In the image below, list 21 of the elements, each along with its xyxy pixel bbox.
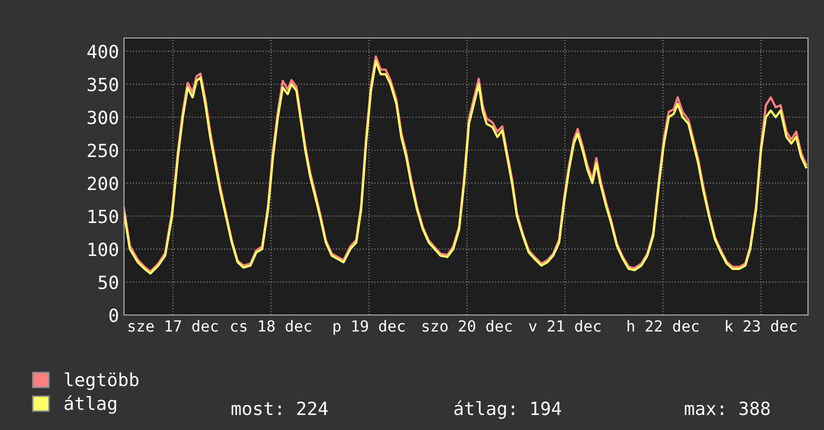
y-tick-label: 150 [88, 210, 118, 224]
y-tick-label: 0 [109, 308, 118, 322]
text: max: 388 [684, 402, 770, 416]
y-tick-label: 200 [88, 176, 118, 190]
y-tick-label: 300 [88, 110, 118, 124]
x-tick-label: sze 17 dec [128, 320, 218, 332]
legend-label: átlag [64, 395, 116, 414]
x-tick-label: k 23 dec [726, 320, 796, 332]
x-tick-label: h 22 dec [628, 320, 698, 332]
legend-label: legtöbb [64, 372, 138, 390]
text: átlag: 194 [454, 400, 562, 419]
text: most: 224 [232, 402, 328, 416]
y-tick-label: 50 [98, 276, 118, 290]
x-tick-label: v 21 dec [528, 320, 600, 332]
y-tick-label: 100 [88, 242, 118, 256]
x-tick-label: cs 18 dec [231, 320, 312, 332]
x-tick-label: szo 20 dec [422, 320, 512, 332]
y-tick-label: 350 [88, 78, 118, 92]
y-tick-label: 250 [88, 144, 118, 158]
y-tick-label: 400 [87, 44, 118, 58]
x-tick-label: p 19 dec [334, 320, 404, 335]
